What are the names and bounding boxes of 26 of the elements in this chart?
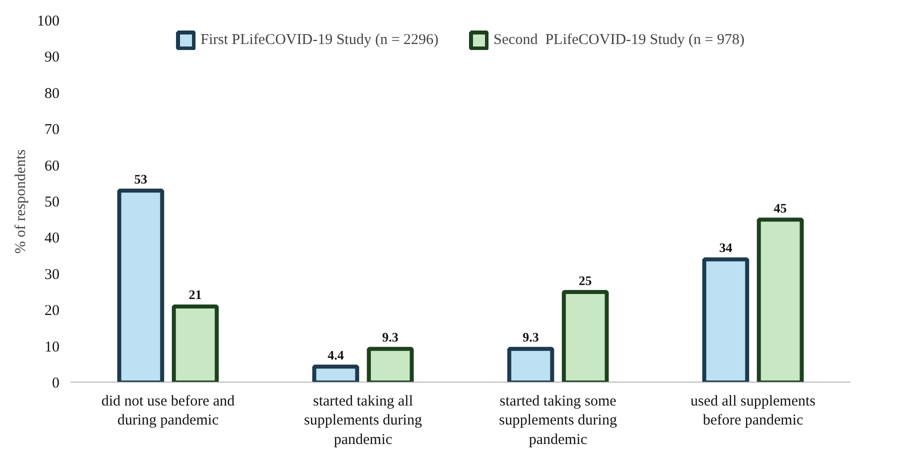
y-tick-label: 100 — [37, 14, 60, 30]
data-label: 9.3 — [522, 330, 540, 345]
y-tick-label: 0 — [52, 376, 60, 392]
data-label: 25 — [578, 272, 592, 288]
y-tick-label: 80 — [44, 86, 60, 102]
y-tick-label: 30 — [44, 266, 60, 283]
x-tick-label: started taking some supplements during pandemic — [499, 394, 618, 448]
x-tick-label: used all supplements before pandemic — [690, 394, 816, 429]
data-label: 34 — [719, 240, 733, 256]
data-label: 9.3 — [382, 330, 399, 345]
x-tick-label: started taking all supplements during pandemic — [304, 394, 422, 448]
y-tick-label: 10 — [44, 339, 60, 356]
data-label: 45 — [774, 200, 788, 216]
y-tick-label: 40 — [44, 230, 60, 247]
y-tick-label: 90 — [44, 50, 60, 66]
y-tick-label: 60 — [44, 158, 60, 174]
data-label: 21 — [188, 287, 202, 302]
y-tick-label: 70 — [44, 122, 60, 138]
x-tick-label: did not use before and during pandemic — [101, 394, 236, 429]
y-tick-label: 20 — [44, 303, 60, 320]
data-label: 4.4 — [328, 347, 344, 362]
legend-label: Second PLifeCOVID-19 Study (n = 978) — [494, 32, 744, 48]
y-axis-title: % of respondents — [13, 149, 29, 254]
data-label: 53 — [134, 171, 148, 186]
legend-label: First PLifeCOVID-19 Study (n = 2296) — [200, 32, 439, 48]
y-tick-label: 50 — [44, 194, 60, 210]
